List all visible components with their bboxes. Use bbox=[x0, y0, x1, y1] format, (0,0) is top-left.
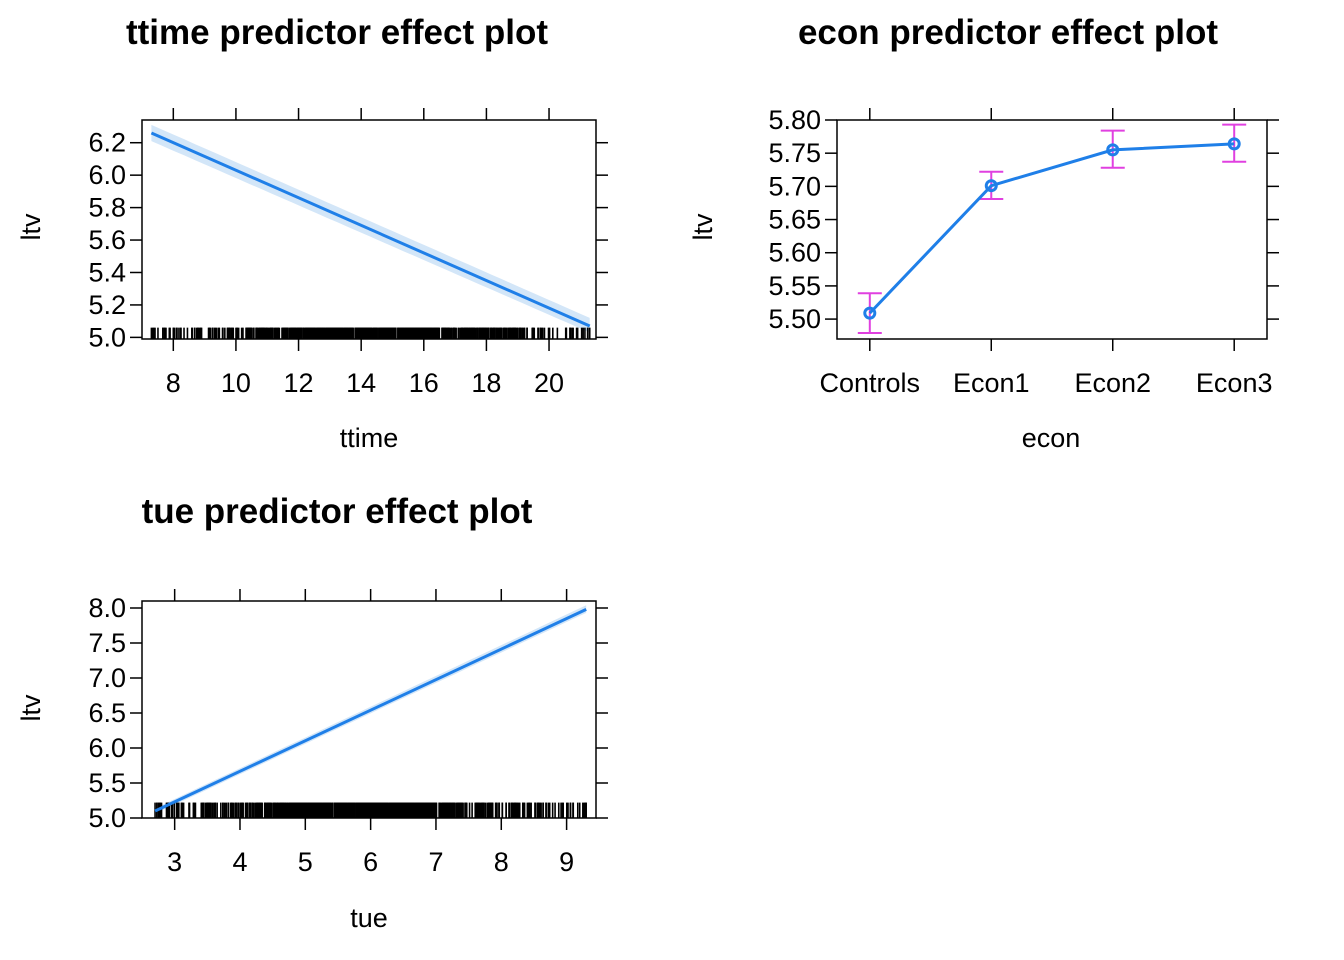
x-tick-label: 7 bbox=[428, 847, 443, 877]
y-tick-label: 7.5 bbox=[88, 628, 126, 658]
y-tick-label: 6.5 bbox=[88, 698, 126, 728]
x-axis-label-econ: econ bbox=[1022, 423, 1081, 453]
y-tick-label: 7.0 bbox=[88, 663, 126, 693]
effect-point bbox=[1106, 143, 1120, 157]
x-axis-label-tue: tue bbox=[350, 903, 388, 933]
x-axis-label-ttime: ttime bbox=[340, 423, 399, 453]
y-tick-label: 5.75 bbox=[768, 138, 821, 168]
x-tick-label: Econ2 bbox=[1074, 368, 1151, 398]
x-tick-label: 6 bbox=[363, 847, 378, 877]
effect-point bbox=[863, 306, 877, 320]
fitted-line bbox=[150, 131, 591, 328]
effect-point bbox=[1227, 137, 1241, 151]
tue-effect-panel: tue predictor effect plot tue ltv 5.0 5.5… bbox=[16, 492, 608, 933]
rug-ticks bbox=[154, 802, 588, 818]
y-tick-label: 5.50 bbox=[768, 304, 821, 334]
ttime-effect-panel: ttime predictor effect plot ttime ltv 5.… bbox=[16, 13, 608, 453]
y-tick-label: 5.65 bbox=[768, 205, 821, 235]
y-axis-label-tue: ltv bbox=[16, 694, 46, 722]
x-tick-label: Econ1 bbox=[953, 368, 1030, 398]
error-bar bbox=[857, 292, 882, 335]
chart-title-econ: econ predictor effect plot bbox=[798, 13, 1218, 52]
x-tick-label: 16 bbox=[409, 368, 439, 398]
y-axis-label-econ: ltv bbox=[688, 213, 718, 241]
plot-frame bbox=[141, 600, 597, 819]
econ-effect-panel: econ predictor effect plot econ ltv 5.50… bbox=[688, 13, 1279, 453]
y-tick-label: 5.70 bbox=[768, 171, 821, 201]
y-tick-label: 6.0 bbox=[88, 733, 126, 763]
x-tick-label: 12 bbox=[284, 368, 314, 398]
y-tick-label: 5.0 bbox=[88, 803, 126, 833]
error-bar bbox=[1222, 123, 1247, 163]
y-tick-label: 5.55 bbox=[768, 271, 821, 301]
x-tick-label: Econ3 bbox=[1196, 368, 1273, 398]
y-tick-label: 5.2 bbox=[88, 290, 126, 320]
effect-line bbox=[868, 142, 1235, 315]
plot-frame bbox=[141, 119, 597, 340]
chart-title-tue: tue predictor effect plot bbox=[142, 492, 533, 531]
y-tick-label: 5.5 bbox=[88, 768, 126, 798]
rug-ticks bbox=[150, 327, 591, 339]
chart-title-ttime: ttime predictor effect plot bbox=[126, 13, 548, 52]
x-tick-label: 10 bbox=[221, 368, 251, 398]
y-tick-label: 5.6 bbox=[88, 225, 126, 255]
y-tick-label: 5.4 bbox=[88, 257, 126, 287]
effect-point bbox=[984, 179, 998, 193]
y-tick-label: 5.60 bbox=[768, 238, 821, 268]
x-tick-label: 8 bbox=[494, 847, 509, 877]
y-tick-label: 6.0 bbox=[88, 160, 126, 190]
x-tick-label: 9 bbox=[559, 847, 574, 877]
x-tick-label: 8 bbox=[166, 368, 181, 398]
x-tick-label: 4 bbox=[232, 847, 247, 877]
x-tick-label: 3 bbox=[167, 847, 182, 877]
x-tick-label: 20 bbox=[534, 368, 564, 398]
y-tick-label: 8.0 bbox=[88, 593, 126, 623]
y-axis-label-ttime: ltv bbox=[16, 213, 46, 241]
x-tick-label: 14 bbox=[346, 368, 376, 398]
x-tick-label: 18 bbox=[471, 368, 501, 398]
plot-frame bbox=[836, 119, 1268, 340]
y-tick-label: 6.2 bbox=[88, 128, 126, 158]
fitted-line bbox=[154, 608, 587, 813]
y-tick-label: 5.0 bbox=[88, 322, 126, 352]
y-tick-label: 5.80 bbox=[768, 105, 821, 135]
x-tick-label: Controls bbox=[820, 368, 921, 398]
x-tick-label: 5 bbox=[298, 847, 313, 877]
y-tick-label: 5.8 bbox=[88, 193, 126, 223]
